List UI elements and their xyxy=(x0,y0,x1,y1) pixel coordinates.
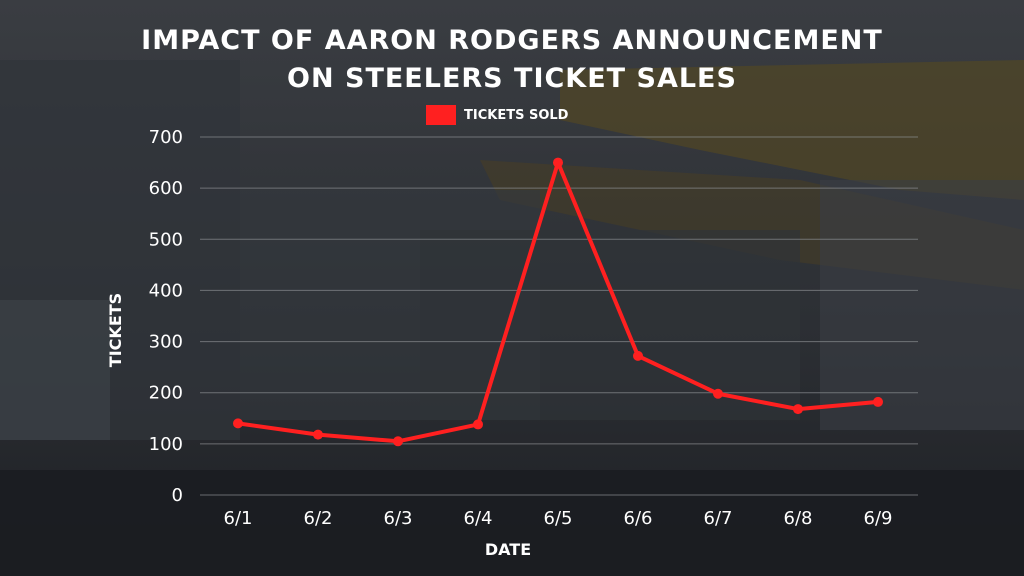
y-tick-label: 300 xyxy=(149,332,183,353)
chart-legend: TICKETS SOLD xyxy=(426,104,568,126)
data-point xyxy=(553,157,563,168)
series-line xyxy=(236,160,880,444)
y-tick-label: 400 xyxy=(149,280,183,301)
x-tick-label: 6/7 xyxy=(704,508,733,529)
data-point xyxy=(873,396,883,407)
y-tick-label: 100 xyxy=(149,434,183,455)
y-tick-label: 0 xyxy=(172,485,183,506)
x-tick-label: 6/2 xyxy=(304,508,333,529)
data-point xyxy=(473,419,483,430)
y-tick-label: 600 xyxy=(149,178,183,199)
data-points xyxy=(233,157,883,447)
x-axis-ticks: 6/1 6/2 6/3 6/4 6/5 6/6 6/7 6/8 6/9 xyxy=(224,508,893,529)
data-point xyxy=(793,404,803,415)
x-axis-title: DATE xyxy=(485,540,531,559)
x-tick-label: 6/9 xyxy=(864,508,893,529)
y-tick-label: 700 xyxy=(149,127,183,148)
legend-swatch xyxy=(426,105,456,125)
y-tick-label: 500 xyxy=(149,229,183,250)
legend-label: TICKETS SOLD xyxy=(464,107,569,123)
x-tick-label: 6/1 xyxy=(224,508,253,529)
x-tick-label: 6/5 xyxy=(544,508,573,529)
x-tick-label: 6/4 xyxy=(464,508,493,529)
data-point xyxy=(393,436,403,447)
data-point xyxy=(313,429,323,440)
chart-title-line-1: IMPACT OF AARON RODGERS ANNOUNCEMENT xyxy=(141,25,883,56)
data-point xyxy=(713,388,723,399)
x-tick-label: 6/6 xyxy=(624,508,653,529)
chart-title: IMPACT OF AARON RODGERS ANNOUNCEMENT ON … xyxy=(0,22,1024,98)
chart-title-line-2: ON STEELERS TICKET SALES xyxy=(287,63,737,94)
data-point xyxy=(633,350,643,361)
y-tick-label: 200 xyxy=(149,383,183,404)
x-tick-label: 6/3 xyxy=(384,508,413,529)
x-tick-label: 6/8 xyxy=(784,508,813,529)
y-axis-title: TICKETS xyxy=(106,293,125,367)
gridlines xyxy=(200,136,918,496)
y-axis-ticks: 0 100 200 300 400 500 600 700 xyxy=(149,127,183,506)
data-point xyxy=(233,418,243,429)
